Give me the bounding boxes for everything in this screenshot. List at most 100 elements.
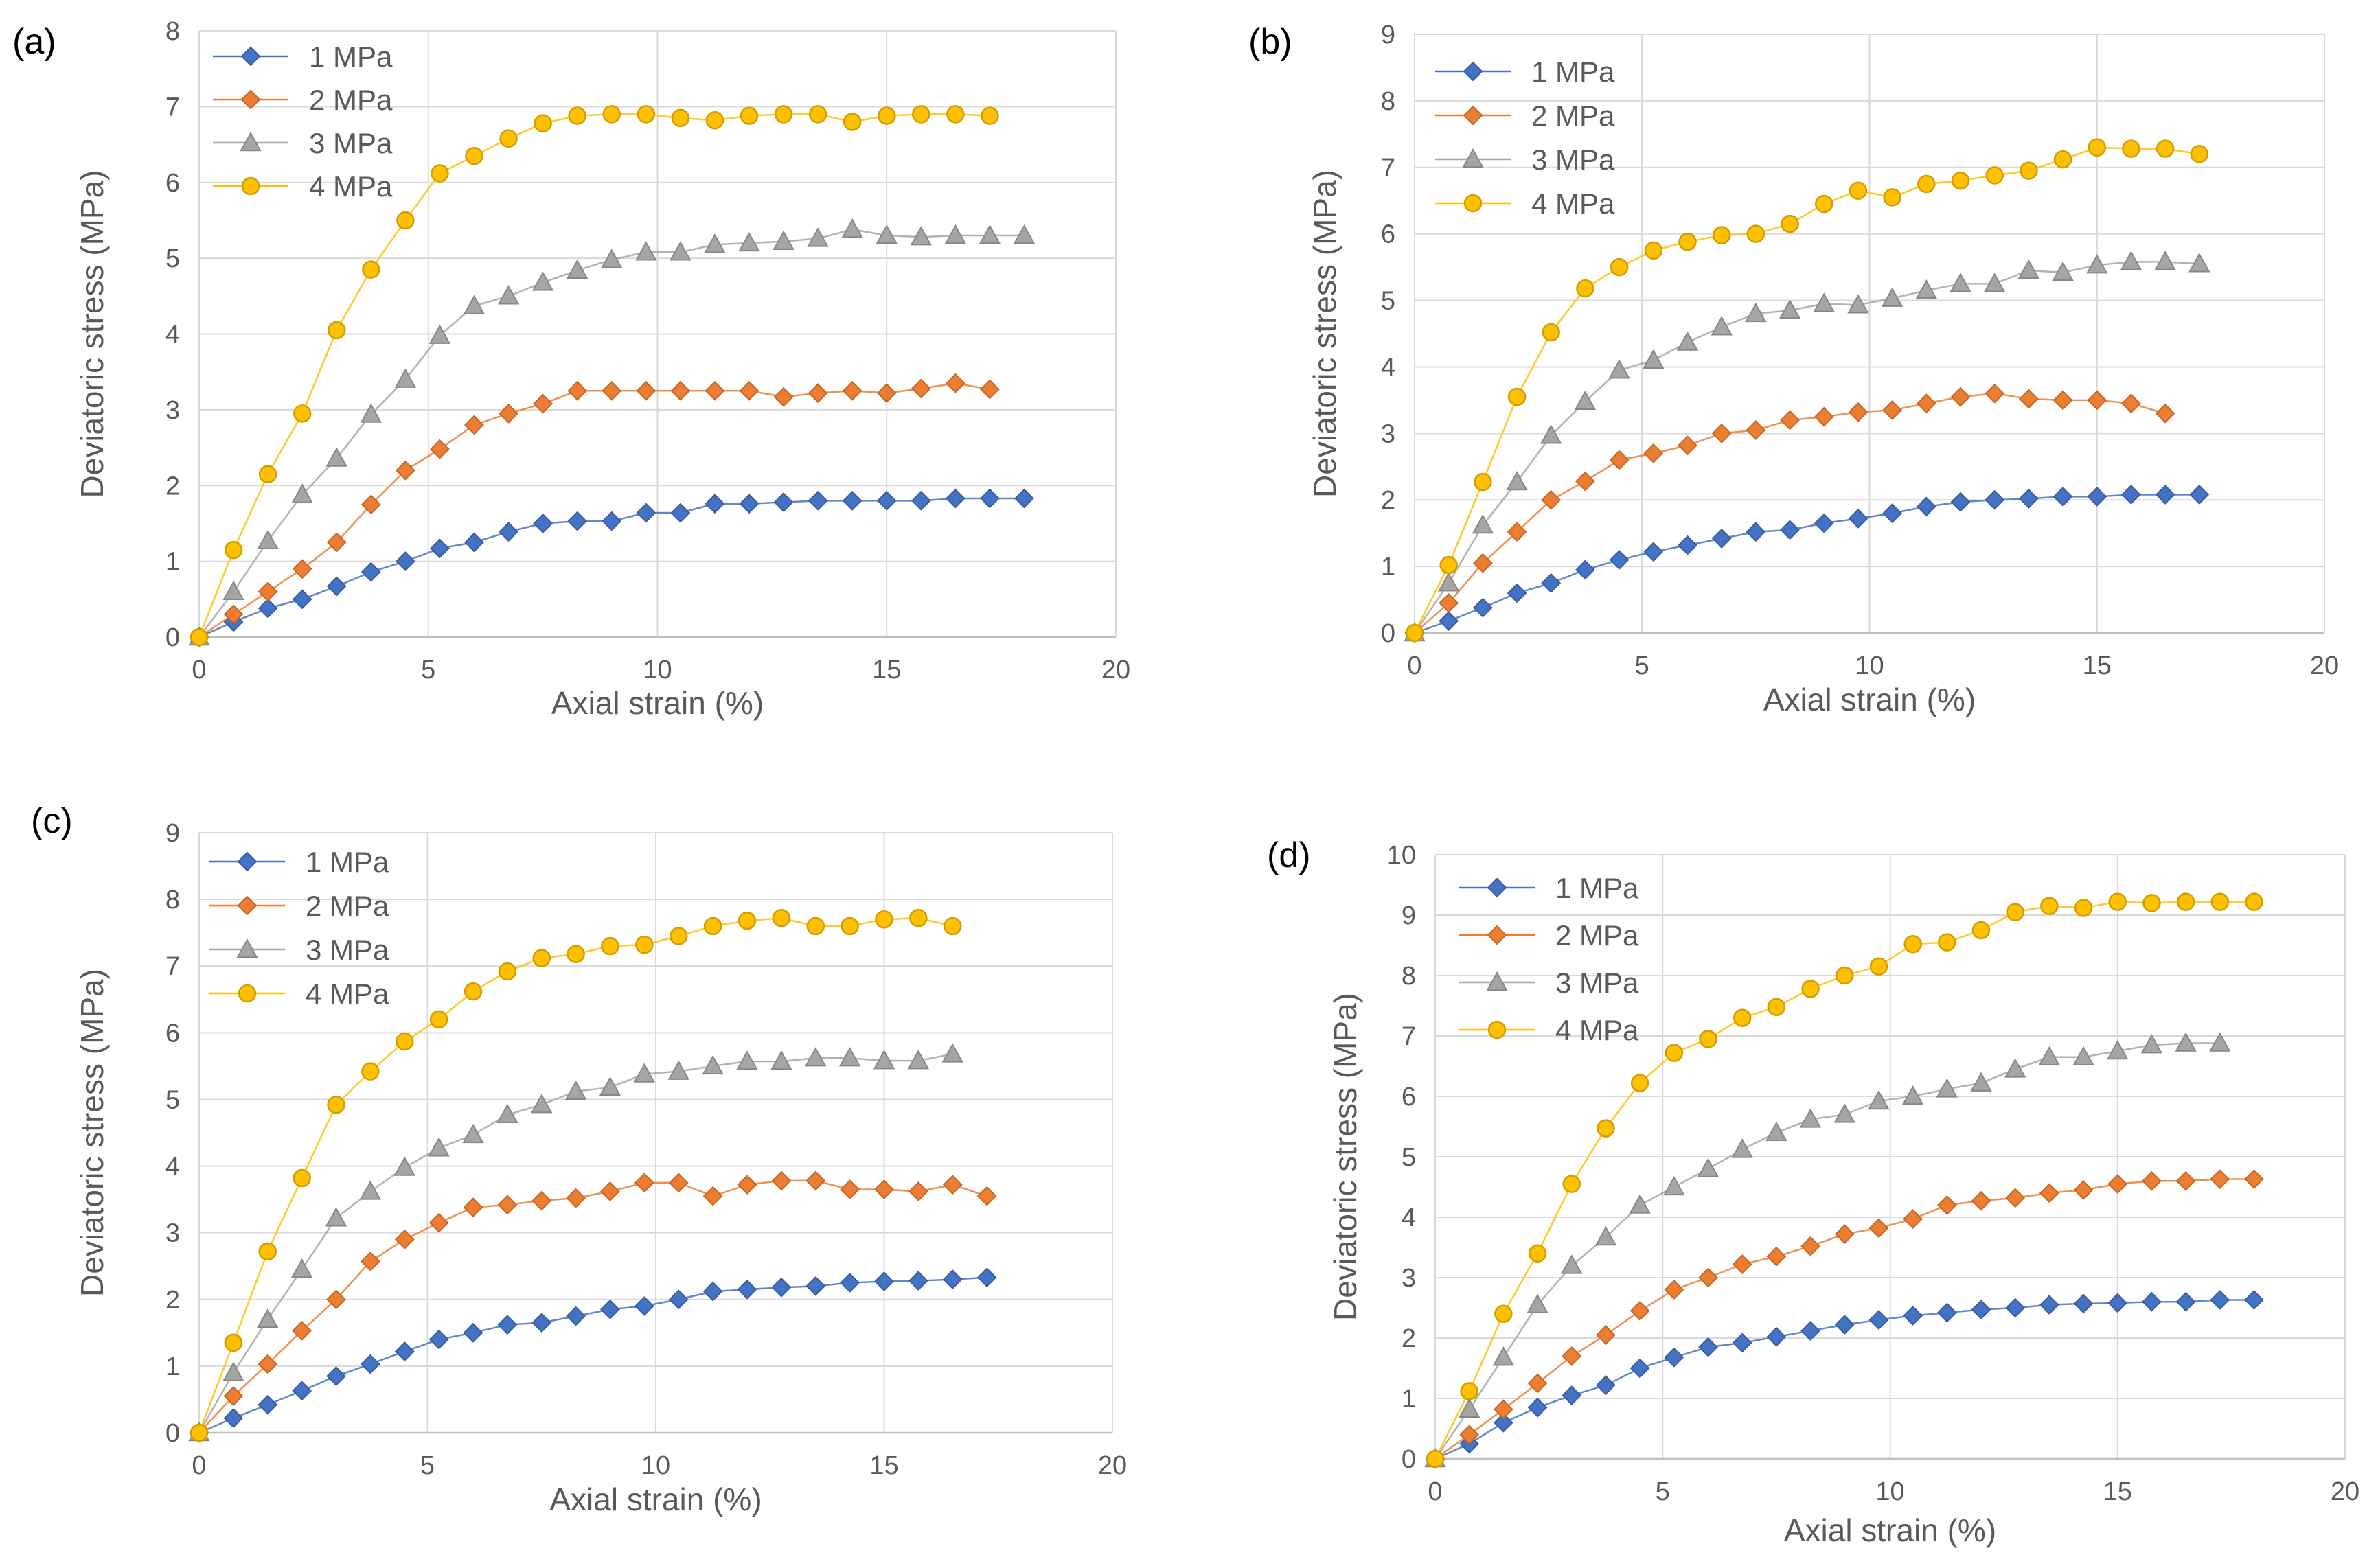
y-tick-label: 7 bbox=[1402, 1022, 1416, 1051]
data-point bbox=[1712, 226, 1731, 244]
y-tick-label: 9 bbox=[1381, 21, 1395, 49]
data-point bbox=[875, 910, 893, 929]
data-point bbox=[1711, 529, 1732, 549]
data-point bbox=[465, 146, 483, 165]
legend-marker bbox=[240, 131, 262, 152]
data-point bbox=[1881, 287, 1903, 307]
y-tick-label: 0 bbox=[1402, 1445, 1416, 1474]
data-point bbox=[1766, 1326, 1787, 1347]
data-point bbox=[976, 1267, 997, 1288]
data-point bbox=[2210, 1290, 2230, 1310]
data-point bbox=[499, 522, 518, 542]
data-point bbox=[878, 106, 896, 125]
data-point bbox=[1916, 393, 1936, 414]
data-point bbox=[325, 447, 347, 467]
x-tick-label: 10 bbox=[641, 1451, 670, 1480]
data-point bbox=[1608, 359, 1630, 379]
data-point bbox=[531, 1190, 552, 1211]
data-point bbox=[1439, 592, 1459, 613]
series-line bbox=[198, 1053, 953, 1433]
data-point bbox=[1597, 1119, 1615, 1138]
y-tick-label: 0 bbox=[165, 623, 180, 652]
data-point bbox=[497, 1195, 518, 1215]
data-point bbox=[1833, 1103, 1855, 1123]
data-point bbox=[1458, 1398, 1480, 1418]
y-tick-label: 1 bbox=[1402, 1385, 1416, 1414]
data-point bbox=[463, 295, 485, 314]
data-point bbox=[498, 962, 517, 981]
data-point bbox=[566, 1306, 586, 1326]
data-point bbox=[1800, 1236, 1820, 1256]
data-point bbox=[1950, 273, 1971, 292]
data-point bbox=[2176, 892, 2195, 911]
data-point bbox=[1664, 1280, 1684, 1300]
data-point bbox=[258, 1242, 277, 1261]
data-point bbox=[601, 249, 623, 268]
data-point bbox=[258, 465, 277, 483]
data-point bbox=[1541, 489, 1562, 510]
data-point bbox=[1711, 316, 1733, 336]
data-point bbox=[1916, 496, 1936, 517]
data-point bbox=[327, 1095, 345, 1114]
data-point bbox=[394, 1229, 415, 1249]
data-point bbox=[1836, 966, 1854, 985]
series-line bbox=[198, 228, 1025, 638]
data-point bbox=[806, 916, 825, 936]
data-point bbox=[874, 1179, 894, 1199]
data-point bbox=[842, 380, 862, 401]
data-point bbox=[1814, 513, 1834, 533]
y-tick-label: 6 bbox=[165, 169, 180, 198]
data-point bbox=[2086, 254, 2108, 274]
data-point bbox=[1971, 1300, 1991, 1320]
data-point bbox=[736, 1050, 758, 1070]
data-point bbox=[1971, 1190, 1991, 1211]
data-point bbox=[942, 1269, 963, 1290]
data-point bbox=[908, 1181, 928, 1201]
data-point bbox=[2038, 1046, 2061, 1065]
data-point bbox=[1799, 1108, 1822, 1128]
data-point bbox=[568, 106, 586, 125]
data-point bbox=[258, 1394, 278, 1415]
data-point bbox=[2017, 259, 2040, 279]
data-point bbox=[2245, 892, 2263, 911]
series-4-mpa bbox=[1426, 892, 2263, 1468]
data-point bbox=[2005, 1188, 2026, 1208]
x-tick-label: 15 bbox=[869, 1451, 898, 1480]
data-point bbox=[1936, 1302, 1957, 1323]
data-point bbox=[292, 1321, 312, 1341]
data-point bbox=[497, 1315, 518, 1335]
data-point bbox=[1506, 471, 1528, 491]
data-point bbox=[496, 1103, 518, 1123]
data-point bbox=[567, 945, 585, 963]
data-point bbox=[2073, 1293, 2094, 1314]
data-point bbox=[1813, 292, 1835, 312]
legend-marker bbox=[237, 895, 258, 916]
legend-label: 2 MPa bbox=[306, 890, 389, 922]
data-point bbox=[464, 532, 484, 553]
data-point bbox=[843, 113, 862, 131]
data-point bbox=[2087, 486, 2107, 507]
legend-entry: 1 MPa bbox=[1459, 872, 1639, 904]
data-point bbox=[2088, 138, 2106, 157]
data-point bbox=[2210, 1169, 2230, 1189]
x-tick-label: 10 bbox=[643, 656, 672, 684]
data-point bbox=[1815, 194, 1833, 214]
series-line bbox=[198, 382, 990, 638]
legend-marker bbox=[240, 89, 261, 110]
data-point bbox=[1575, 471, 1595, 492]
y-tick-label: 6 bbox=[1381, 220, 1395, 249]
data-point bbox=[2209, 1032, 2231, 1052]
y-axis-title: Deviatoric stress (MPa) bbox=[1327, 993, 1363, 1321]
data-point bbox=[738, 911, 757, 930]
data-point bbox=[1766, 1246, 1787, 1267]
data-point bbox=[292, 1381, 312, 1401]
data-point bbox=[635, 935, 654, 954]
data-point bbox=[838, 1047, 861, 1067]
panel-label: (b) bbox=[1248, 22, 1292, 62]
data-point bbox=[362, 260, 380, 279]
data-point bbox=[1426, 1449, 1445, 1468]
data-point bbox=[976, 1186, 997, 1206]
legend-label: 3 MPa bbox=[309, 127, 393, 159]
data-point bbox=[600, 1299, 620, 1319]
data-point bbox=[1678, 233, 1697, 251]
